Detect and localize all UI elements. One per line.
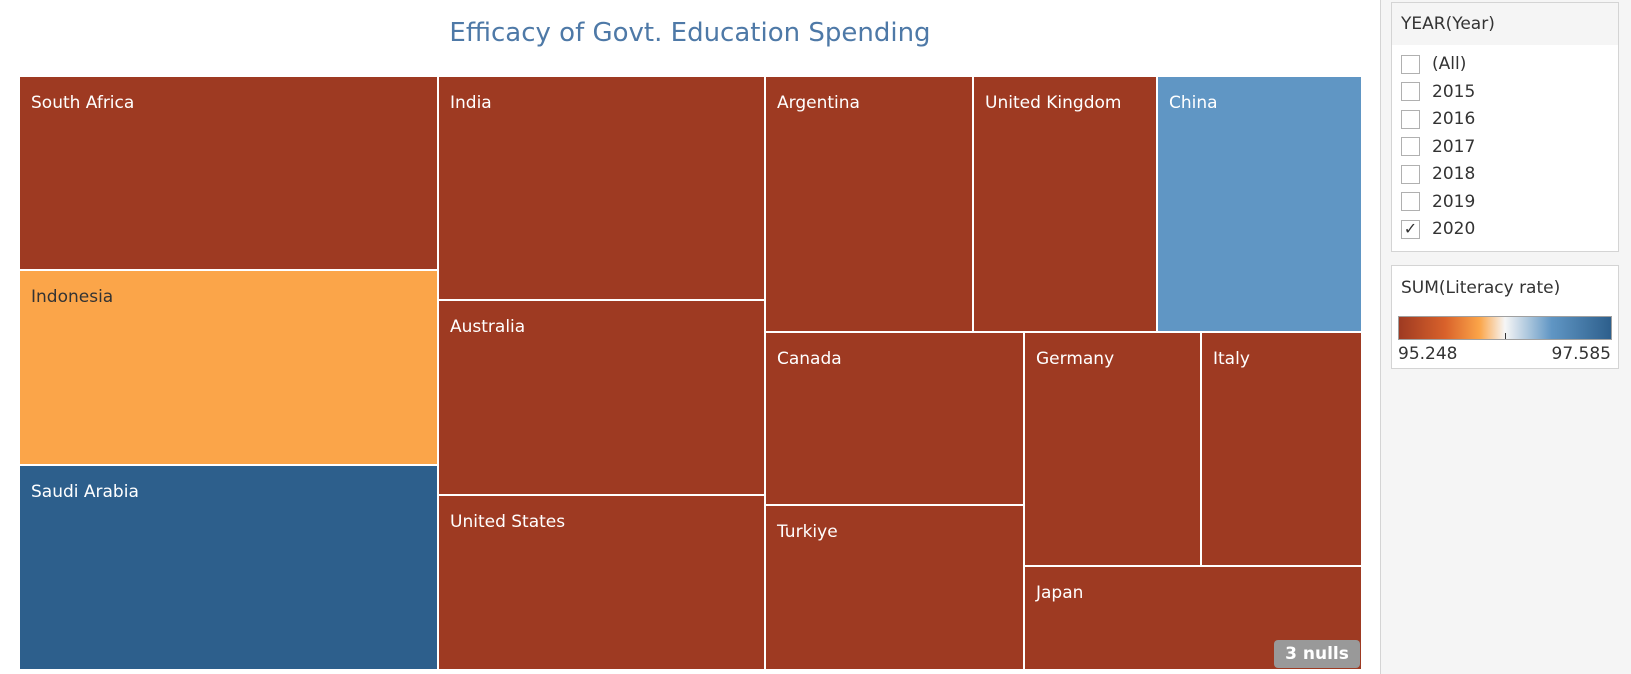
treemap-tile-label: Turkiye [777,522,838,542]
year-filter-option-label: (All) [1432,54,1467,74]
treemap-tile-canada[interactable]: Canada [765,332,1024,505]
checkbox-unchecked-icon[interactable] [1401,109,1420,129]
treemap-tile-label: Japan [1036,583,1084,603]
treemap-tile-south-africa[interactable]: South Africa [19,76,438,270]
checkbox-unchecked-icon[interactable] [1401,82,1420,101]
treemap: South Africa Indonesia Saudi Arabia India Au… [19,76,1362,670]
year-filter-option-label: 2018 [1432,164,1476,184]
year-filter-option-label: 2019 [1432,191,1476,212]
year-filter-option[interactable]: 2017 [1401,134,1475,160]
treemap-tile-indonesia[interactable]: Indonesia [19,270,438,465]
checkbox-unchecked-icon[interactable] [1401,164,1420,184]
treemap-tile-japan[interactable]: Japan [1024,566,1362,670]
treemap-tile-label: Germany [1036,349,1115,369]
treemap-tile-argentina[interactable]: Argentina [765,76,973,332]
year-filter-card: YEAR(Year) (All) 2015 2016 2017 2018 2019 ✓ 202… [1391,2,1619,252]
year-filter-option[interactable]: 2016 [1401,106,1475,132]
checkbox-unchecked-icon[interactable] [1401,137,1420,156]
treemap-tile-india[interactable]: India [438,76,765,300]
color-legend-max-label: 97.585 [1551,344,1611,364]
treemap-tile-germany[interactable]: Germany [1024,332,1201,566]
treemap-tile-label: United States [450,512,566,532]
year-filter-option-label: 2020 [1432,219,1476,239]
year-filter-option[interactable]: (All) [1401,51,1466,77]
checkbox-unchecked-icon[interactable] [1401,54,1420,74]
year-filter-option[interactable]: 2019 [1401,189,1475,215]
treemap-tile-label: Canada [777,349,842,369]
year-filter-option-label: 2016 [1432,109,1476,129]
color-legend-midpoint-tick [1505,333,1506,339]
nulls-indicator[interactable]: 3 nulls [1274,640,1360,668]
year-filter-option-label: 2017 [1432,136,1476,157]
color-legend-title: SUM(Literacy rate) [1401,278,1561,298]
checkbox-checked-icon[interactable]: ✓ [1401,219,1420,239]
color-legend-card: SUM(Literacy rate) 95.248 97.585 [1391,265,1619,369]
treemap-tile-saudi-arabia[interactable]: Saudi Arabia [19,465,438,670]
year-filter-option[interactable]: 2018 [1401,161,1475,187]
checkbox-unchecked-icon[interactable] [1401,192,1420,211]
color-legend-min-label: 95.248 [1398,344,1458,364]
treemap-tile-united-states[interactable]: United States [438,495,765,670]
year-filter-option[interactable]: ✓ 2020 [1401,216,1475,242]
treemap-tile-label: Argentina [777,93,860,113]
treemap-tile-china[interactable]: China [1157,76,1362,332]
year-filter-option-label: 2015 [1432,81,1476,102]
year-filter-option[interactable]: 2015 [1401,79,1475,105]
chart-area: Efficacy of Govt. Education Spending Sou… [19,18,1362,670]
treemap-tile-label: India [450,93,492,113]
chart-title: Efficacy of Govt. Education Spending [449,18,931,48]
color-legend-gradient [1398,316,1612,340]
treemap-tile-label: United Kingdom [985,93,1122,113]
treemap-tile-united-kingdom[interactable]: United Kingdom [973,76,1157,332]
treemap-tile-label: Italy [1213,349,1250,369]
treemap-tile-label: South Africa [31,93,135,113]
treemap-tile-italy[interactable]: Italy [1201,332,1362,566]
treemap-tile-turkiye[interactable]: Turkiye [765,505,1024,670]
treemap-tile-label: China [1169,93,1218,113]
treemap-tile-australia[interactable]: Australia [438,300,765,495]
treemap-tile-label: Australia [450,317,526,337]
treemap-tile-label: Indonesia [31,287,114,307]
side-panel: YEAR(Year) (All) 2015 2016 2017 2018 2019 ✓ 202… [1381,0,1631,674]
panel-divider [1380,0,1381,674]
treemap-tile-label: Saudi Arabia [31,482,139,502]
year-filter-title: YEAR(Year) [1392,3,1618,45]
